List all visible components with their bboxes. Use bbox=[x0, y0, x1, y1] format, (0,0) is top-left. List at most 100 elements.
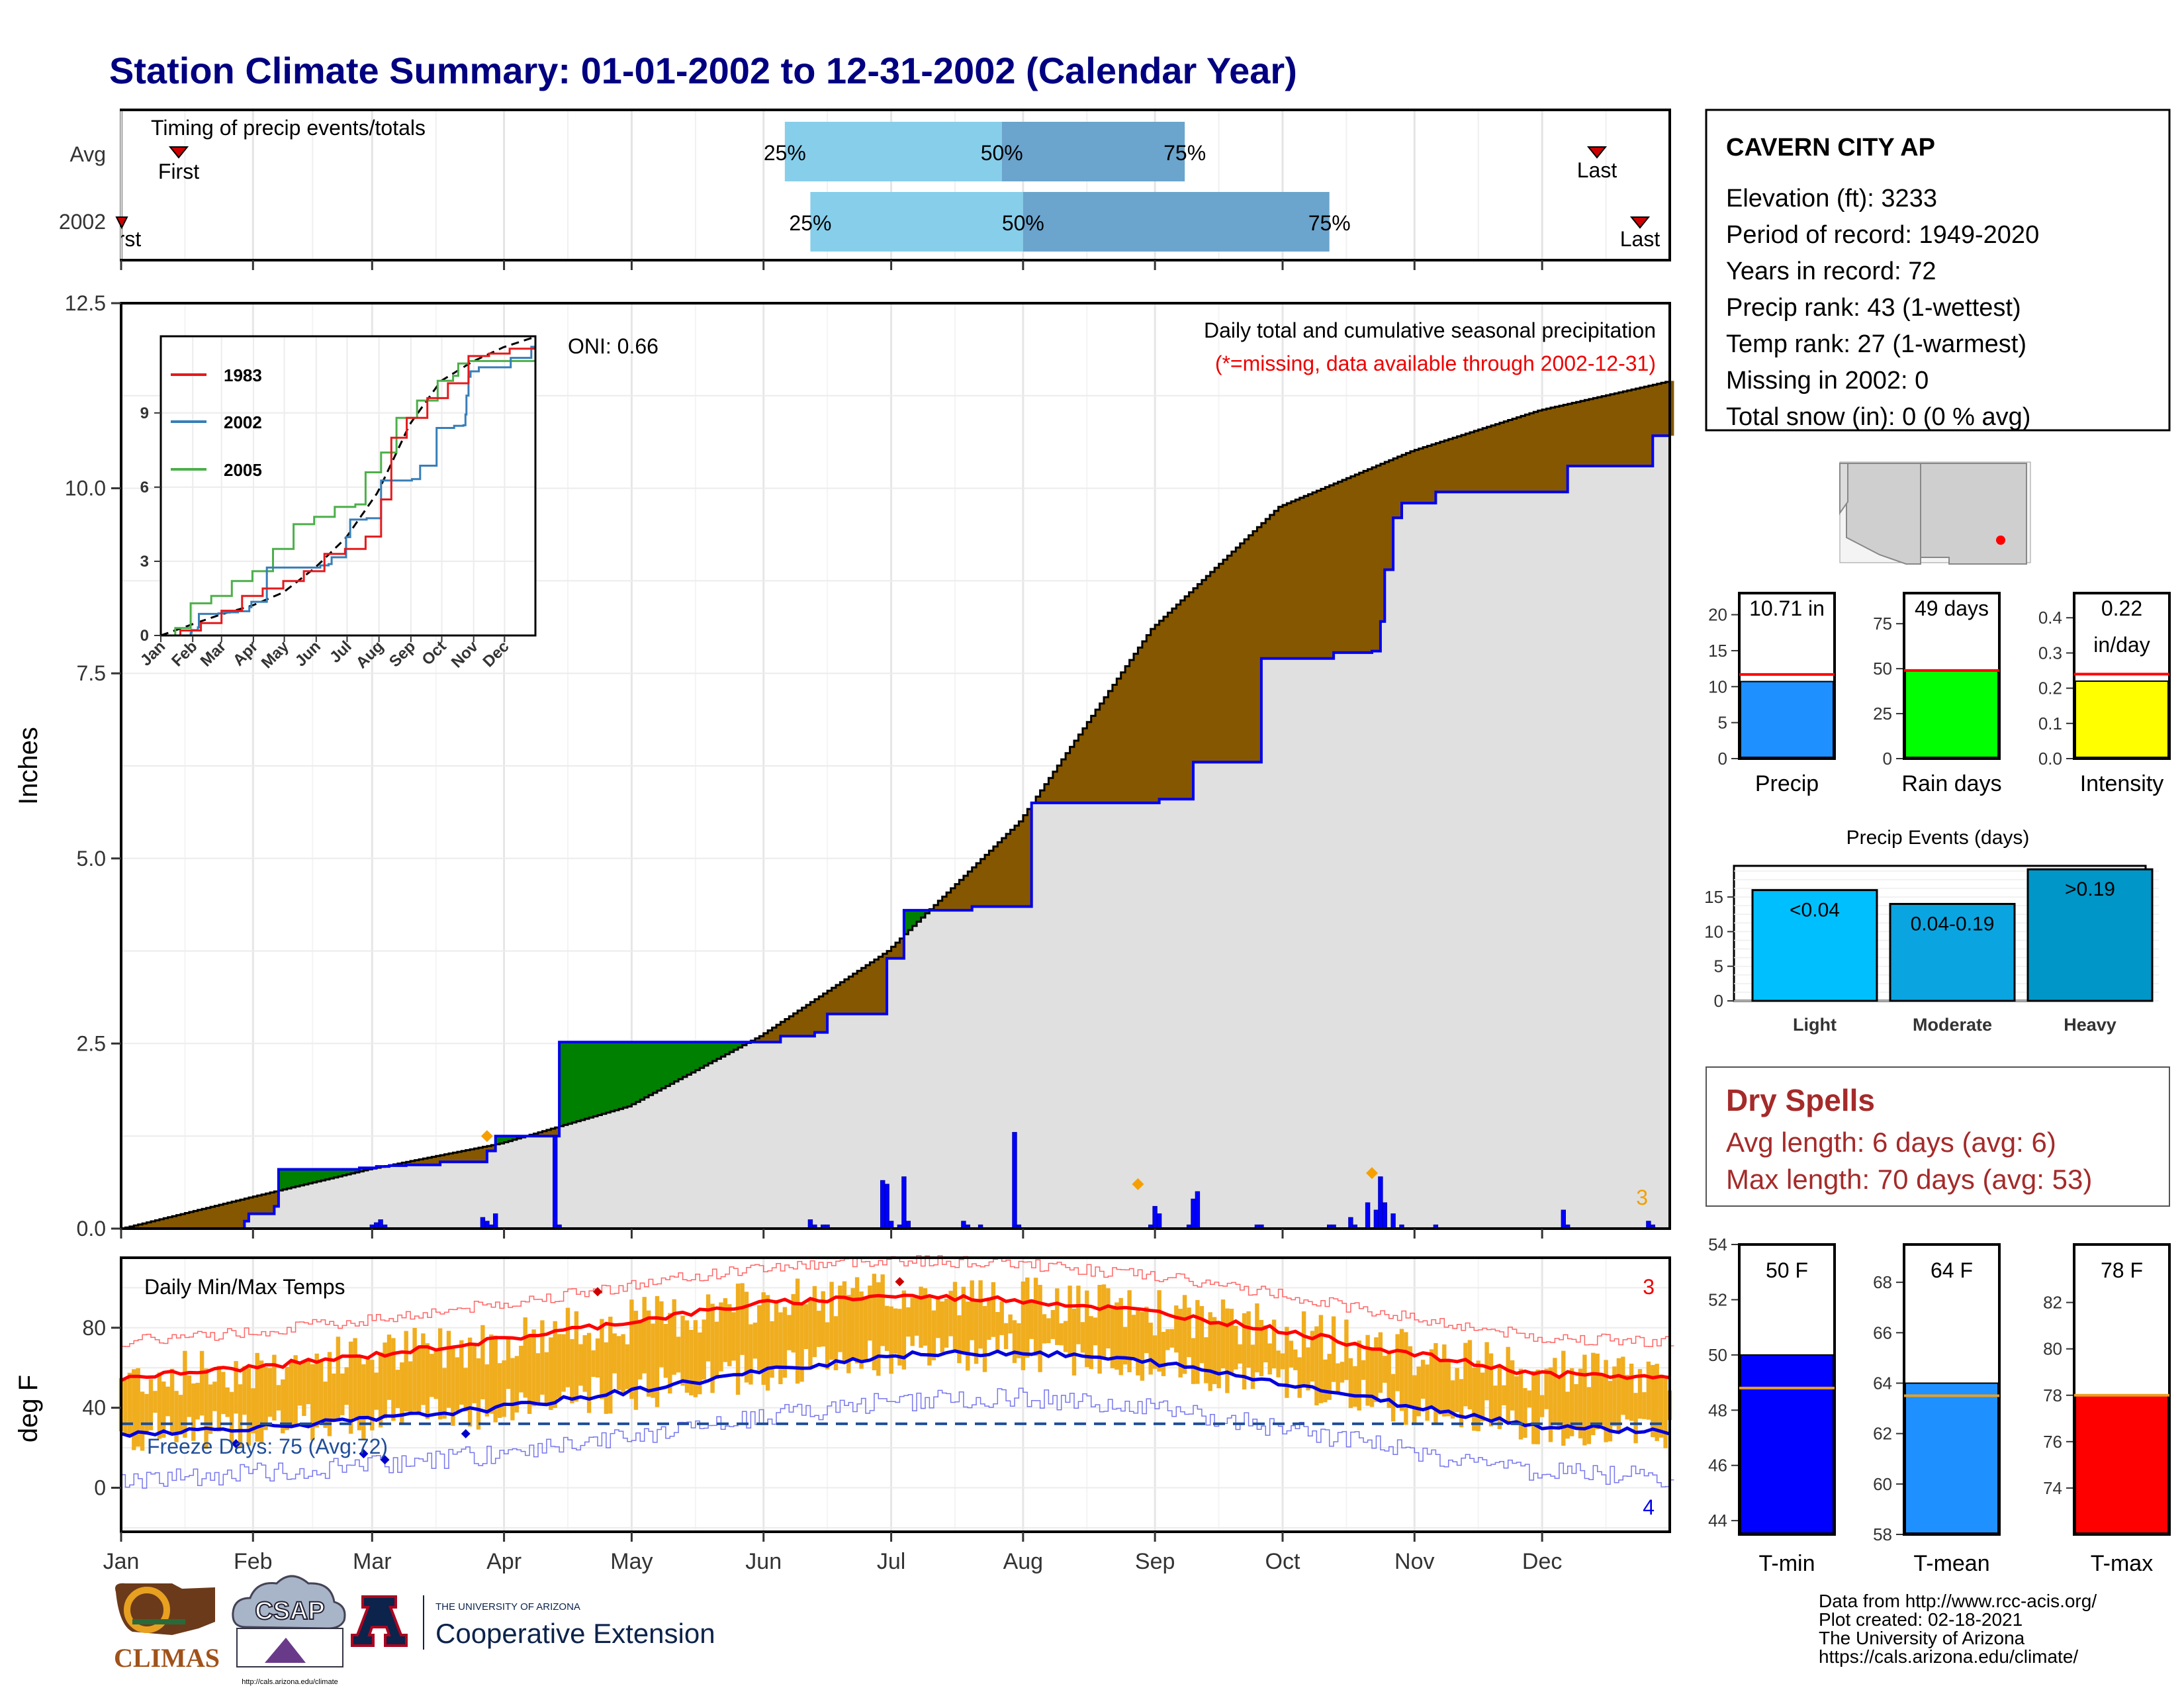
stat-y-tick-label: 0.0 bbox=[2038, 749, 2062, 769]
daily-temp-bar bbox=[467, 1337, 473, 1427]
tstat-y-tick-label: 48 bbox=[1708, 1400, 1727, 1420]
daily-precip-bar bbox=[880, 1180, 886, 1229]
month-label-dec: Dec bbox=[1522, 1549, 1562, 1574]
daily-temp-bar bbox=[1297, 1357, 1302, 1398]
daily-precip-bar bbox=[1373, 1209, 1379, 1229]
daily-temp-bar bbox=[948, 1290, 953, 1336]
station-line-2: Period of record: 1949-2020 bbox=[1726, 221, 2039, 249]
daily-temp-bar bbox=[672, 1299, 676, 1375]
daily-precip-bar bbox=[1191, 1198, 1196, 1229]
daily-temp-bar bbox=[1629, 1364, 1634, 1421]
daily-temp-bar bbox=[1446, 1360, 1451, 1417]
daily-temp-bar bbox=[872, 1274, 877, 1370]
stat-y-tick-label: 5 bbox=[1718, 713, 1727, 733]
daily-temp-bar bbox=[1255, 1303, 1259, 1373]
daily-temp-bar bbox=[1076, 1286, 1081, 1344]
daily-temp-bar bbox=[238, 1384, 243, 1447]
daily-temp-bar bbox=[1131, 1315, 1136, 1359]
daily-temp-bar bbox=[489, 1335, 494, 1414]
daily-temp-bar bbox=[821, 1291, 825, 1347]
daily-temp-bar bbox=[1280, 1353, 1285, 1370]
daily-temp-bar bbox=[854, 1277, 860, 1364]
daily-temp-bar bbox=[327, 1352, 332, 1436]
daily-temp-bar bbox=[1238, 1344, 1242, 1364]
daily-precip-bar bbox=[901, 1176, 907, 1229]
daily-temp-bar bbox=[1425, 1364, 1430, 1421]
daily-temp-bar bbox=[1050, 1310, 1056, 1339]
daily-temp-bar bbox=[1621, 1356, 1625, 1415]
daily-temp-bar bbox=[263, 1367, 268, 1430]
daily-temp-bar bbox=[374, 1372, 379, 1410]
daily-temp-bar bbox=[1595, 1353, 1600, 1430]
daily-temp-bar bbox=[1569, 1368, 1574, 1436]
daily-temp-bar bbox=[484, 1364, 490, 1417]
temp-max-count: 3 bbox=[1643, 1275, 1655, 1299]
daily-temp-bar bbox=[1586, 1387, 1592, 1444]
above-average-area bbox=[278, 910, 930, 1191]
footer-line-3: The University of Arizona bbox=[1819, 1628, 2025, 1648]
precip-y-tick-label: 10.0 bbox=[65, 477, 106, 500]
stat-category-1: Rain days bbox=[1901, 771, 2001, 796]
daily-temp-bar bbox=[978, 1280, 983, 1349]
daily-temp-bar bbox=[229, 1391, 234, 1442]
daily-temp-bar bbox=[642, 1297, 647, 1374]
daily-temp-bar bbox=[421, 1333, 426, 1405]
daily-max-marker bbox=[1132, 1178, 1144, 1190]
daily-temp-bar bbox=[655, 1295, 660, 1407]
daily-temp-bar bbox=[348, 1341, 353, 1434]
avg-q75-label: 75% bbox=[1163, 141, 1206, 165]
daily-temp-bar bbox=[1033, 1278, 1038, 1356]
daily-temp-bar bbox=[246, 1368, 251, 1446]
daily-temp-bar bbox=[1553, 1358, 1557, 1423]
daily-temp-bar bbox=[365, 1358, 371, 1418]
daily-temp-bar bbox=[132, 1369, 136, 1450]
daily-temp-bar bbox=[472, 1346, 477, 1403]
daily-temp-bar bbox=[1110, 1307, 1115, 1369]
daily-temp-bar bbox=[1310, 1331, 1315, 1382]
month-label-may: May bbox=[610, 1549, 653, 1574]
daily-temp-bar bbox=[1285, 1327, 1289, 1398]
daily-temp-bar bbox=[740, 1283, 745, 1355]
daily-temp-bar bbox=[1531, 1371, 1536, 1444]
daily-temp-bar bbox=[936, 1296, 940, 1338]
temp-panel-title: Daily Min/Max Temps bbox=[144, 1275, 345, 1299]
daily-temp-bar bbox=[293, 1355, 298, 1425]
daily-temp-bar bbox=[923, 1288, 928, 1346]
daily-temp-bar bbox=[600, 1319, 604, 1399]
daily-temp-bar bbox=[459, 1340, 464, 1405]
events-value-heavy: >0.19 bbox=[2065, 878, 2115, 900]
precip-frame bbox=[120, 302, 1671, 1230]
daily-temp-bar bbox=[633, 1311, 639, 1410]
daily-precip-bar bbox=[1348, 1217, 1353, 1229]
tstat-value-0: 50 F bbox=[1766, 1258, 1808, 1282]
ua-big-text: Cooperative Extension bbox=[435, 1618, 715, 1649]
daily-precip-bar bbox=[1156, 1213, 1162, 1229]
daily-precip-bar bbox=[480, 1217, 486, 1229]
daily-temp-bar bbox=[297, 1364, 302, 1406]
temp-y-tick-label: 0 bbox=[94, 1476, 106, 1500]
precip-events-chart: 0 5 10 15 <0.04 Light 0.04-0.19 Moderate >0.19 He… bbox=[1704, 865, 2159, 1035]
precip-y-tick-label: 5.0 bbox=[77, 847, 106, 870]
daily-temp-bar bbox=[829, 1282, 834, 1360]
daily-temp-bar bbox=[561, 1334, 566, 1392]
daily-temp-bar bbox=[1216, 1322, 1221, 1389]
events-y-tick-label: 15 bbox=[1704, 887, 1723, 907]
daily-temp-bar bbox=[684, 1320, 690, 1393]
daily-temp-bar bbox=[1068, 1286, 1072, 1357]
daily-temp-bar bbox=[1276, 1350, 1281, 1378]
daily-temp-bar bbox=[259, 1360, 264, 1444]
daily-temp-bar bbox=[1042, 1314, 1047, 1344]
daily-temp-bar bbox=[803, 1304, 809, 1349]
daily-temp-bar bbox=[846, 1295, 851, 1374]
daily-precip-bar bbox=[1012, 1132, 1017, 1229]
daily-temp-bar bbox=[208, 1384, 213, 1434]
avg-q25-q50-bar bbox=[784, 122, 1002, 181]
daily-temp-bar bbox=[1642, 1392, 1647, 1419]
precip-stat-bars: 0 5 10 15 20 10.71 in Precip 0 25 50 75 49 days Rain… bbox=[1708, 592, 2171, 796]
daily-temp-bar bbox=[153, 1391, 158, 1413]
dry-spells-max: Max length: 70 days (avg: 53) bbox=[1726, 1164, 2092, 1195]
inset-line-1983 bbox=[161, 341, 537, 637]
daily-temp-bar bbox=[165, 1386, 170, 1417]
daily-temp-bar bbox=[966, 1301, 970, 1371]
daily-temp-bar bbox=[1659, 1374, 1664, 1438]
